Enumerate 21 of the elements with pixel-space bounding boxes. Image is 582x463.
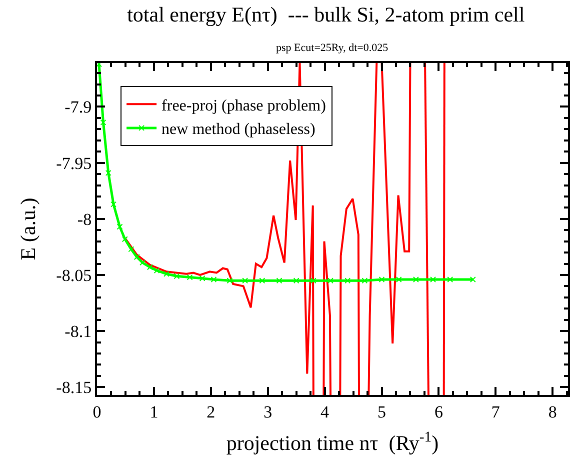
x-tick-label: 4 <box>320 402 330 422</box>
x-tick-label: 8 <box>548 402 557 422</box>
chart-title: total energy E(nτ) --- bulk Si, 2-atom prim cell <box>127 2 525 27</box>
y-axis-title: E (a.u.) <box>16 198 40 260</box>
y-tick-label: -7.95 <box>56 154 92 173</box>
chart-subtitle: psp Ecut=25Ry, dt=0.025 <box>276 42 389 54</box>
y-tick-label: -7.9 <box>64 98 92 117</box>
x-axis-title: projection time nτ (Ry$^{-1}$) <box>226 429 439 456</box>
x-tick-label: 6 <box>434 402 443 422</box>
x-tick-label: 3 <box>264 402 272 422</box>
x-tick-label: 7 <box>491 402 500 422</box>
legend-label: new method (phaseless) <box>162 121 316 138</box>
y-tick-label: -8 <box>77 210 92 229</box>
x-tick-label: 0 <box>92 402 102 422</box>
x-tick-label: 2 <box>206 402 216 422</box>
y-tick-label: -8.1 <box>64 322 92 342</box>
legend-label: free-proj (phase problem) <box>162 97 326 114</box>
y-tick-label: -8.15 <box>56 378 92 398</box>
x-tick-label: 5 <box>378 402 386 422</box>
y-tick-label: -8.05 <box>56 266 92 285</box>
x-tick-label: 1 <box>150 402 158 422</box>
